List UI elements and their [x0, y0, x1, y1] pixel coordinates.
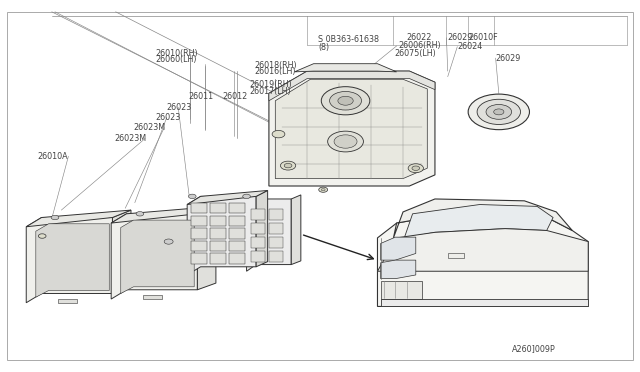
Polygon shape	[404, 205, 553, 238]
Polygon shape	[394, 199, 572, 238]
Polygon shape	[197, 206, 216, 290]
Text: S 0B363-61638: S 0B363-61638	[318, 35, 379, 44]
Circle shape	[272, 131, 285, 138]
Polygon shape	[187, 196, 256, 275]
Text: 26023: 26023	[156, 113, 180, 122]
Circle shape	[188, 194, 196, 199]
Bar	[191, 253, 207, 264]
Text: 26060(LH): 26060(LH)	[156, 55, 196, 64]
Text: 26029: 26029	[448, 33, 473, 42]
Polygon shape	[269, 71, 435, 186]
Text: 26019(RH): 26019(RH)	[250, 80, 292, 89]
Bar	[210, 216, 226, 226]
Circle shape	[412, 166, 420, 170]
Circle shape	[136, 212, 144, 216]
Text: 26011: 26011	[188, 92, 214, 101]
Text: 26023: 26023	[167, 103, 192, 112]
Bar	[229, 241, 245, 251]
Bar	[191, 241, 207, 251]
Bar	[191, 203, 207, 214]
Circle shape	[338, 96, 353, 105]
Circle shape	[243, 194, 250, 199]
Bar	[229, 203, 245, 214]
Circle shape	[334, 135, 357, 148]
Bar	[191, 216, 207, 226]
Polygon shape	[111, 214, 197, 299]
Polygon shape	[381, 299, 588, 307]
Circle shape	[38, 234, 46, 238]
Bar	[210, 228, 226, 238]
Circle shape	[284, 163, 292, 168]
Circle shape	[328, 131, 364, 152]
Text: 26018(RH): 26018(RH)	[255, 61, 298, 70]
Bar	[269, 209, 283, 220]
Circle shape	[477, 99, 520, 125]
Circle shape	[486, 105, 511, 119]
Polygon shape	[294, 64, 397, 72]
Text: 26017(LH): 26017(LH)	[250, 87, 291, 96]
Polygon shape	[143, 295, 163, 299]
Polygon shape	[269, 71, 435, 101]
Circle shape	[408, 164, 424, 173]
Text: A260]009P: A260]009P	[511, 344, 556, 353]
Circle shape	[51, 215, 59, 220]
Text: 26010F: 26010F	[468, 33, 499, 42]
Bar	[448, 253, 464, 258]
Circle shape	[493, 109, 504, 115]
Text: 26010(RH): 26010(RH)	[156, 49, 198, 58]
Text: 26012: 26012	[222, 92, 248, 101]
Text: 26023M: 26023M	[115, 134, 147, 143]
Text: 26006(RH): 26006(RH)	[399, 41, 441, 51]
Bar	[251, 209, 265, 220]
Bar	[269, 251, 283, 262]
Polygon shape	[381, 280, 422, 299]
Polygon shape	[378, 212, 588, 307]
Polygon shape	[121, 220, 194, 294]
Polygon shape	[113, 210, 131, 294]
Circle shape	[330, 92, 362, 110]
Polygon shape	[275, 79, 428, 179]
Circle shape	[321, 189, 325, 191]
Polygon shape	[58, 299, 77, 303]
Text: 26024: 26024	[458, 42, 483, 51]
Bar	[210, 241, 226, 251]
Circle shape	[321, 87, 370, 115]
Bar	[269, 223, 283, 234]
Circle shape	[164, 239, 173, 244]
Polygon shape	[246, 199, 291, 271]
Text: 26010A: 26010A	[38, 152, 68, 161]
Bar	[229, 253, 245, 264]
Bar	[251, 223, 265, 234]
Text: 26023M: 26023M	[134, 123, 166, 132]
Polygon shape	[256, 190, 268, 267]
Text: (8): (8)	[318, 42, 329, 51]
Circle shape	[319, 187, 328, 192]
Bar	[191, 228, 207, 238]
Text: 26029: 26029	[495, 54, 521, 62]
Polygon shape	[36, 224, 109, 297]
Polygon shape	[291, 195, 301, 264]
Bar	[229, 228, 245, 238]
Bar	[251, 237, 265, 248]
Polygon shape	[111, 206, 216, 223]
Circle shape	[468, 94, 529, 130]
Polygon shape	[26, 218, 113, 303]
Bar	[210, 203, 226, 214]
Bar	[251, 251, 265, 262]
Polygon shape	[378, 229, 588, 271]
Bar	[269, 237, 283, 248]
Polygon shape	[187, 190, 268, 205]
Polygon shape	[381, 237, 416, 260]
Text: 26075(LH): 26075(LH)	[395, 49, 436, 58]
Bar	[229, 216, 245, 226]
Polygon shape	[26, 210, 131, 227]
Circle shape	[280, 161, 296, 170]
Text: 26022: 26022	[406, 33, 431, 42]
Polygon shape	[381, 260, 416, 279]
Text: 26016(LH): 26016(LH)	[255, 67, 296, 76]
Bar	[210, 253, 226, 264]
